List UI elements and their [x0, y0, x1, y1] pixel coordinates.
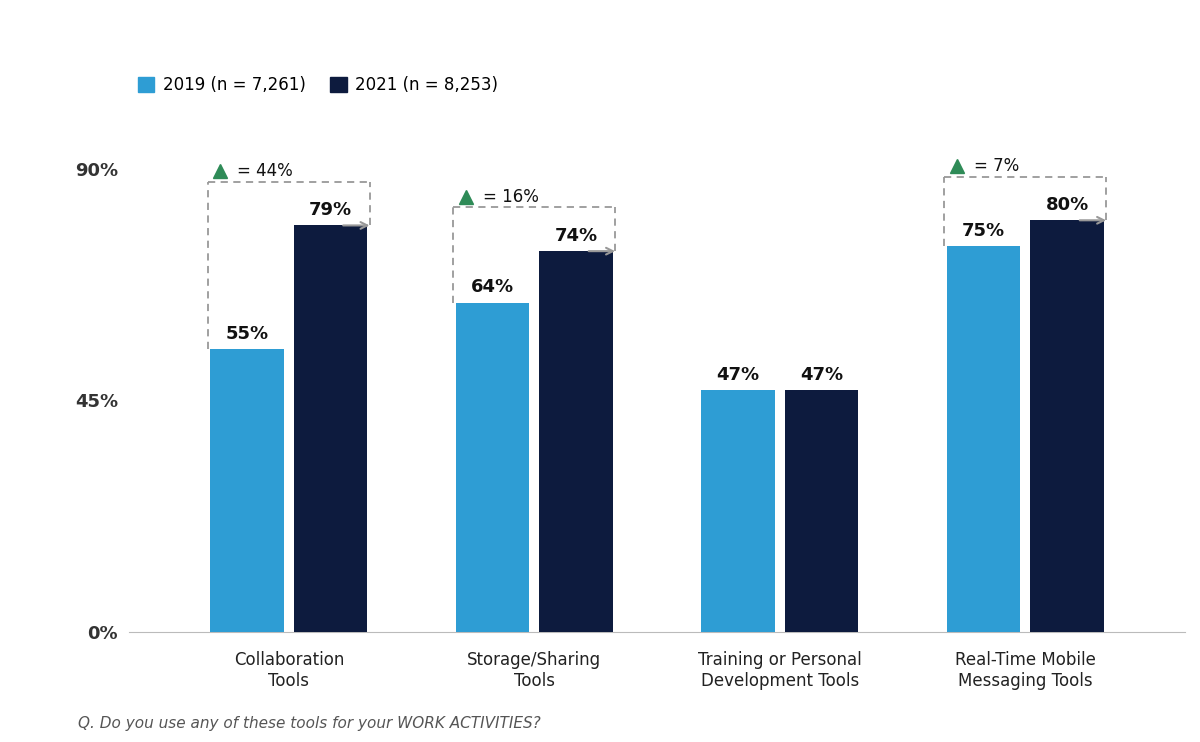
- Text: = 7%: = 7%: [974, 157, 1019, 175]
- Bar: [785, 390, 858, 631]
- Bar: [701, 390, 775, 631]
- Bar: [294, 226, 367, 631]
- Bar: [456, 303, 529, 631]
- Text: 80%: 80%: [1045, 196, 1088, 214]
- Text: Q. Do you use any of these tools for your WORK ACTIVITIES?: Q. Do you use any of these tools for you…: [78, 716, 541, 731]
- Text: = 44%: = 44%: [238, 162, 293, 180]
- Text: = 16%: = 16%: [482, 188, 539, 206]
- Bar: [539, 251, 613, 631]
- Text: 64%: 64%: [472, 278, 514, 296]
- Text: 75%: 75%: [962, 222, 1006, 240]
- Legend: 2019 (n = 7,261), 2021 (n = 8,253): 2019 (n = 7,261), 2021 (n = 8,253): [138, 76, 498, 94]
- Bar: [210, 349, 284, 631]
- Text: 47%: 47%: [716, 366, 760, 384]
- Bar: [1031, 220, 1104, 631]
- Text: 47%: 47%: [800, 366, 844, 384]
- Text: 79%: 79%: [310, 201, 352, 220]
- Text: 55%: 55%: [226, 325, 269, 343]
- Text: 74%: 74%: [554, 227, 598, 245]
- Bar: [947, 246, 1020, 631]
